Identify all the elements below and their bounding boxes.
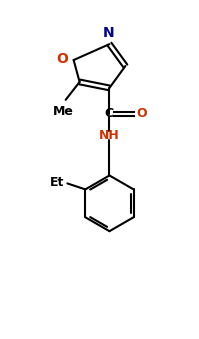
Text: Me: Me [53,105,74,118]
Text: Et: Et [50,176,64,189]
Text: C: C [104,107,113,120]
Text: NH: NH [99,129,120,142]
Text: N: N [103,26,114,40]
Text: O: O [56,52,68,66]
Text: O: O [136,107,147,120]
